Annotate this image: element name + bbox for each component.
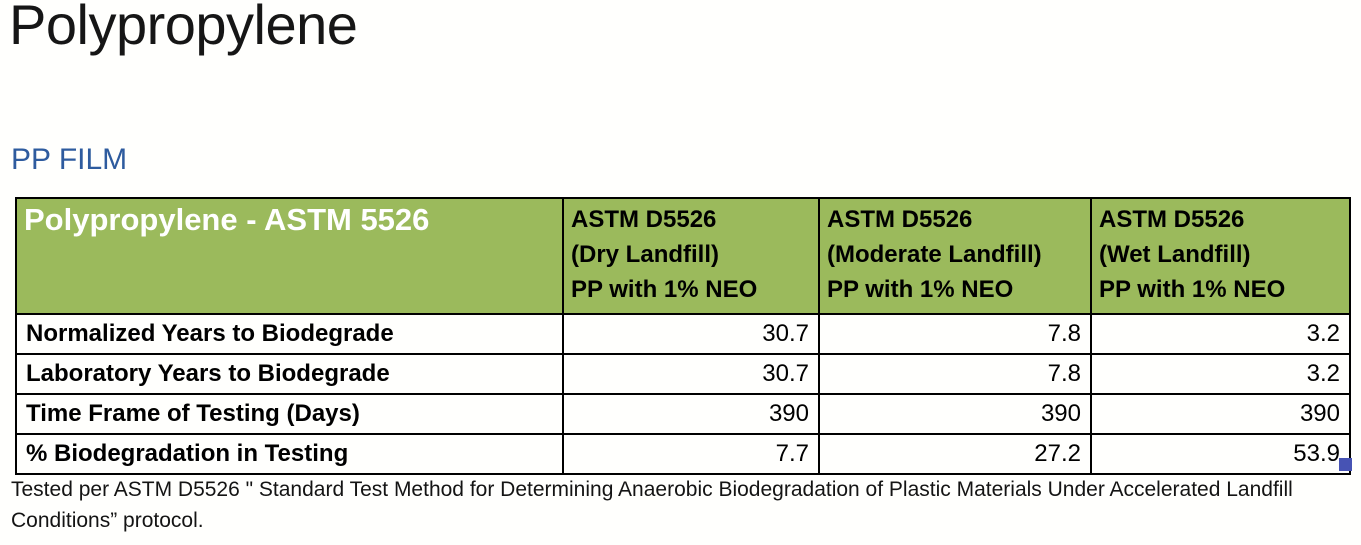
row-label[interactable]: Normalized Years to Biodegrade — [15, 313, 564, 355]
table-header-row: Polypropylene - ASTM 5526 ASTM D5526 (Dr… — [15, 197, 1351, 315]
cell-value[interactable]: 30.7 — [562, 313, 820, 355]
row-label[interactable]: % Biodegradation in Testing — [15, 433, 564, 475]
column-header-line: ASTM D5526 — [827, 206, 973, 233]
pp-film-data-table: Polypropylene - ASTM 5526 ASTM D5526 (Dr… — [15, 197, 1351, 475]
column-header-dry-landfill[interactable]: ASTM D5526 (Dry Landfill) PP with 1% NEO — [562, 197, 820, 315]
column-header-line: (Moderate Landfill) — [827, 241, 1042, 268]
table-row-laboratory-years: Laboratory Years to Biodegrade 30.7 7.8 … — [15, 353, 1351, 395]
column-header-moderate-landfill[interactable]: ASTM D5526 (Moderate Landfill) PP with 1… — [818, 197, 1092, 315]
column-header-line: PP with 1% NEO — [571, 276, 758, 303]
cell-value[interactable]: 390 — [562, 393, 820, 435]
cell-value[interactable]: 3.2 — [1090, 353, 1351, 395]
page-title: Polypropylene — [9, 0, 358, 56]
column-header-line: ASTM D5526 — [1099, 206, 1245, 233]
column-header-line: PP with 1% NEO — [827, 276, 1014, 303]
column-header-line: ASTM D5526 — [571, 206, 717, 233]
row-label[interactable]: Time Frame of Testing (Days) — [15, 393, 564, 435]
section-subtitle: PP FILM — [11, 143, 128, 176]
table-row-time-frame: Time Frame of Testing (Days) 390 390 390 — [15, 393, 1351, 435]
column-header-line: (Wet Landfill) — [1099, 241, 1251, 268]
cell-value[interactable]: 53.9 — [1090, 433, 1351, 475]
column-header-line: PP with 1% NEO — [1099, 276, 1286, 303]
cell-value[interactable]: 7.8 — [818, 353, 1092, 395]
cell-value[interactable]: 390 — [1090, 393, 1351, 435]
footnote-text: Tested per ASTM D5526 " Standard Test Me… — [11, 478, 1293, 532]
table-row-normalized-years: Normalized Years to Biodegrade 30.7 7.8 … — [15, 313, 1351, 355]
table-resize-handle[interactable] — [1339, 458, 1352, 471]
row-label[interactable]: Laboratory Years to Biodegrade — [15, 353, 564, 395]
cell-value[interactable]: 27.2 — [818, 433, 1092, 475]
cell-value[interactable]: 7.7 — [562, 433, 820, 475]
table-corner-header[interactable]: Polypropylene - ASTM 5526 — [15, 197, 564, 315]
cell-value[interactable]: 390 — [818, 393, 1092, 435]
cell-value[interactable]: 3.2 — [1090, 313, 1351, 355]
column-header-wet-landfill[interactable]: ASTM D5526 (Wet Landfill) PP with 1% NEO — [1090, 197, 1351, 315]
table-row-percent-biodegradation: % Biodegradation in Testing 7.7 27.2 53.… — [15, 433, 1351, 475]
column-header-line: (Dry Landfill) — [571, 241, 719, 268]
cell-value[interactable]: 30.7 — [562, 353, 820, 395]
cell-value[interactable]: 7.8 — [818, 313, 1092, 355]
